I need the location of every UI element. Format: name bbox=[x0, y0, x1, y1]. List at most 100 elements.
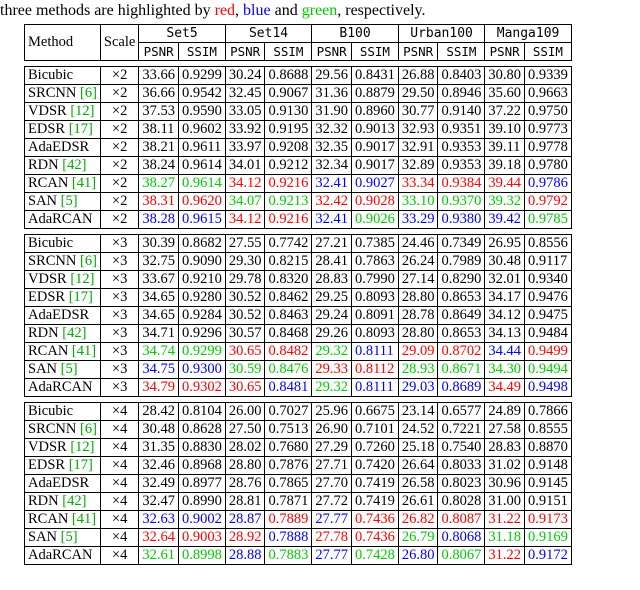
ssim-cell: 0.8403 bbox=[437, 66, 486, 85]
ssim-cell: 0.8033 bbox=[437, 456, 486, 475]
psnr-cell: 30.77 bbox=[397, 102, 439, 121]
ssim-cell: 0.9370 bbox=[437, 192, 486, 211]
psnr-cell: 32.47 bbox=[138, 492, 179, 511]
ssim-cell: 0.8946 bbox=[437, 84, 486, 103]
psnr-cell: 36.66 bbox=[138, 84, 179, 103]
citation-link[interactable]: [5] bbox=[60, 529, 78, 545]
psnr-cell: 28.83 bbox=[484, 438, 525, 457]
ssim-cell: 0.8431 bbox=[350, 66, 399, 85]
ssim-cell: 0.6675 bbox=[350, 402, 399, 421]
ssim-cell: 0.7436 bbox=[350, 528, 399, 547]
table-header: Method Scale Set5 Set14 B100 Urban100 Ma… bbox=[24, 24, 572, 61]
citation-link[interactable]: [12] bbox=[70, 271, 95, 287]
psnr-cell: 26.80 bbox=[397, 546, 439, 565]
ssim-cell: 0.9475 bbox=[523, 306, 572, 325]
citation-link[interactable]: [6] bbox=[79, 421, 97, 437]
citation-link[interactable]: [42] bbox=[62, 325, 87, 341]
table-row: SAN [5] ×3 34.75 0.9300 30.59 0.8476 29.33 0.81… bbox=[24, 360, 572, 379]
method-cell: SRCNN [6] bbox=[24, 84, 101, 103]
psnr-cell: 27.50 bbox=[224, 420, 266, 439]
psnr-cell: 28.02 bbox=[224, 438, 266, 457]
citation-link[interactable]: [6] bbox=[79, 85, 97, 101]
header-ssim: SSIM bbox=[264, 42, 313, 61]
ssim-cell: 0.9284 bbox=[177, 306, 226, 325]
psnr-cell: 34.12 bbox=[224, 174, 266, 193]
scale-cell: ×2 bbox=[99, 102, 140, 121]
scale-cell: ×4 bbox=[99, 420, 140, 439]
ssim-cell: 0.9353 bbox=[437, 138, 486, 157]
ssim-cell: 0.8481 bbox=[264, 378, 313, 397]
method-cell: AdaEDSR bbox=[24, 306, 101, 325]
psnr-cell: 38.24 bbox=[138, 156, 179, 175]
psnr-cell: 38.21 bbox=[138, 138, 179, 157]
psnr-cell: 30.39 bbox=[138, 234, 179, 253]
ssim-cell: 0.9017 bbox=[350, 156, 399, 175]
psnr-cell: 29.03 bbox=[397, 378, 439, 397]
psnr-cell: 30.65 bbox=[224, 342, 266, 361]
citation-link[interactable]: [12] bbox=[70, 103, 95, 119]
table-row: RCAN [41] ×4 32.63 0.9002 28.87 0.7889 27.77 0.… bbox=[24, 510, 572, 529]
table-row: AdaEDSR ×3 34.65 0.9284 30.52 0.8463 29.24 0.80… bbox=[24, 306, 572, 325]
psnr-cell: 23.14 bbox=[397, 402, 439, 421]
citation-link[interactable]: [41] bbox=[71, 511, 97, 527]
ssim-cell: 0.9117 bbox=[523, 252, 572, 271]
scale-cell: ×2 bbox=[99, 156, 140, 175]
caption-sep: , bbox=[235, 2, 244, 19]
method-name: RDN bbox=[28, 157, 59, 173]
citation-link[interactable]: [42] bbox=[62, 157, 87, 173]
ssim-cell: 0.7876 bbox=[264, 456, 313, 475]
psnr-cell: 30.65 bbox=[224, 378, 266, 397]
ssim-cell: 0.8830 bbox=[177, 438, 226, 457]
scale-cell: ×3 bbox=[99, 306, 140, 325]
psnr-cell: 26.79 bbox=[397, 528, 439, 547]
method-name: SAN bbox=[28, 529, 58, 545]
scale-cell: ×2 bbox=[99, 84, 140, 103]
ssim-cell: 0.9602 bbox=[177, 120, 226, 139]
method-name: EDSR bbox=[28, 457, 66, 473]
citation-link[interactable]: [5] bbox=[60, 361, 78, 377]
citation-link[interactable]: [17] bbox=[68, 289, 93, 305]
citation-link[interactable]: [6] bbox=[79, 253, 97, 269]
citation-link[interactable]: [17] bbox=[68, 121, 93, 137]
psnr-cell: 32.64 bbox=[138, 528, 179, 547]
citation-link[interactable]: [41] bbox=[71, 175, 97, 191]
table-row: AdaRCAN ×2 38.28 0.9615 34.12 0.9216 32.41 0.90… bbox=[24, 210, 572, 229]
citation-link[interactable]: [17] bbox=[68, 457, 93, 473]
citation-link[interactable]: [42] bbox=[62, 493, 87, 509]
scale-cell: ×4 bbox=[99, 546, 140, 565]
psnr-cell: 28.80 bbox=[397, 288, 439, 307]
ssim-cell: 0.8671 bbox=[437, 360, 486, 379]
psnr-cell: 27.78 bbox=[311, 528, 352, 547]
psnr-cell: 33.29 bbox=[397, 210, 439, 229]
psnr-cell: 33.67 bbox=[138, 270, 179, 289]
ssim-cell: 0.8555 bbox=[523, 420, 572, 439]
ssim-cell: 0.9339 bbox=[523, 66, 572, 85]
ssim-cell: 0.9614 bbox=[177, 174, 226, 193]
psnr-cell: 32.32 bbox=[311, 120, 352, 139]
ssim-cell: 0.8320 bbox=[264, 270, 313, 289]
table-row: Bicubic ×2 33.66 0.9299 30.24 0.8688 29.56 0.84… bbox=[24, 66, 572, 85]
citation-link[interactable]: [5] bbox=[60, 193, 78, 209]
scale-cell: ×2 bbox=[99, 210, 140, 229]
ssim-cell: 0.7420 bbox=[350, 456, 399, 475]
method-cell: RCAN [41] bbox=[24, 342, 101, 361]
ssim-cell: 0.8111 bbox=[350, 342, 399, 361]
psnr-cell: 27.58 bbox=[484, 420, 525, 439]
table-row: SRCNN [6] ×2 36.66 0.9542 32.45 0.9067 31.36 0.… bbox=[24, 84, 572, 103]
psnr-cell: 30.52 bbox=[224, 306, 266, 325]
method-cell: Bicubic bbox=[24, 234, 101, 253]
scale-cell: ×2 bbox=[99, 192, 140, 211]
citation-link[interactable]: [12] bbox=[70, 439, 95, 455]
citation-link[interactable]: [41] bbox=[71, 343, 97, 359]
psnr-cell: 34.12 bbox=[484, 306, 525, 325]
ssim-cell: 0.9213 bbox=[264, 192, 313, 211]
psnr-cell: 26.00 bbox=[224, 402, 266, 421]
ssim-cell: 0.7866 bbox=[523, 402, 572, 421]
ssim-cell: 0.9353 bbox=[437, 156, 486, 175]
ssim-cell: 0.9212 bbox=[264, 156, 313, 175]
psnr-cell: 28.80 bbox=[397, 324, 439, 343]
ssim-cell: 0.8682 bbox=[177, 234, 226, 253]
header-dataset-set5: Set5 bbox=[138, 24, 226, 43]
psnr-cell: 34.49 bbox=[484, 378, 525, 397]
method-cell: RDN [42] bbox=[24, 492, 101, 511]
